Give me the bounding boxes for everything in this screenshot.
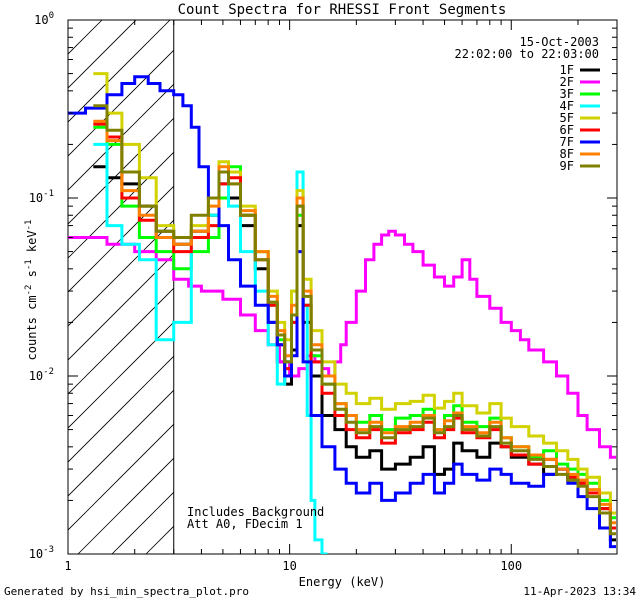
time-range: 22:02:00 to 22:03:00	[455, 47, 600, 61]
legend-label-3f: 3F	[560, 87, 574, 101]
legend-label-8f: 8F	[560, 147, 574, 161]
hatch-line	[68, 321, 174, 429]
legend-label-1f: 1F	[560, 63, 574, 77]
x-axis-ticks: 1 10 100	[64, 20, 618, 573]
y-tick-label: 100	[34, 11, 54, 27]
hatch-line	[68, 185, 174, 293]
hatch-line	[68, 389, 174, 497]
hatch-line	[77, 457, 174, 554]
hatch-line	[68, 151, 174, 259]
footer-generator: Generated by hsi_min_spectra_plot.pro	[4, 585, 249, 598]
series-line-2f	[68, 229, 616, 459]
chart-title: Count Spectra for RHESSI Front Segments	[178, 2, 507, 18]
hatch-line	[68, 117, 174, 225]
hatch-line	[68, 20, 171, 123]
hatch-line	[68, 20, 69, 21]
hatched-background-region	[68, 20, 174, 554]
y-tick-label: 10-3	[29, 545, 54, 561]
legend-label-2f: 2F	[560, 75, 574, 89]
legend-label-9f: 9F	[560, 159, 574, 173]
hatch-line	[68, 423, 174, 531]
x-tick-label: 10	[282, 559, 296, 573]
footer-timestamp: 11-Apr-2023 13:34	[523, 585, 636, 598]
x-tick-label: 1	[64, 559, 71, 573]
hatch-line	[68, 287, 174, 395]
hatch-line	[68, 253, 174, 361]
hatch-line	[68, 20, 103, 55]
hatch-line	[68, 49, 174, 157]
series-line-7f	[68, 75, 616, 549]
annotation-background: Includes Background	[187, 505, 324, 519]
observation-date: 15-Oct-2003	[520, 35, 599, 49]
annotation-attenuator: Att A0, FDecim 1	[187, 517, 303, 531]
y-axis-label: counts cm-2 s-1 keV-1	[24, 220, 39, 361]
series-line-6f	[93, 122, 616, 530]
series-lines	[68, 72, 616, 554]
series-line-9f	[93, 104, 616, 536]
legend-label-5f: 5F	[560, 111, 574, 125]
y-tick-label: 10-2	[29, 367, 54, 383]
series-line-4f	[93, 142, 328, 554]
x-tick-label: 100	[500, 559, 522, 573]
hatch-line	[68, 83, 174, 191]
x-axis-label: Energy (keV)	[299, 575, 386, 589]
hatch-line	[68, 219, 174, 327]
legend-label-6f: 6F	[560, 123, 574, 137]
legend-label-4f: 4F	[560, 99, 574, 113]
legend-label-7f: 7F	[560, 135, 574, 149]
y-tick-label: 10-1	[29, 189, 54, 205]
plot-frame	[67, 19, 618, 555]
y-axis-ticks: 100 10-1 10-2 10-3	[29, 11, 617, 561]
